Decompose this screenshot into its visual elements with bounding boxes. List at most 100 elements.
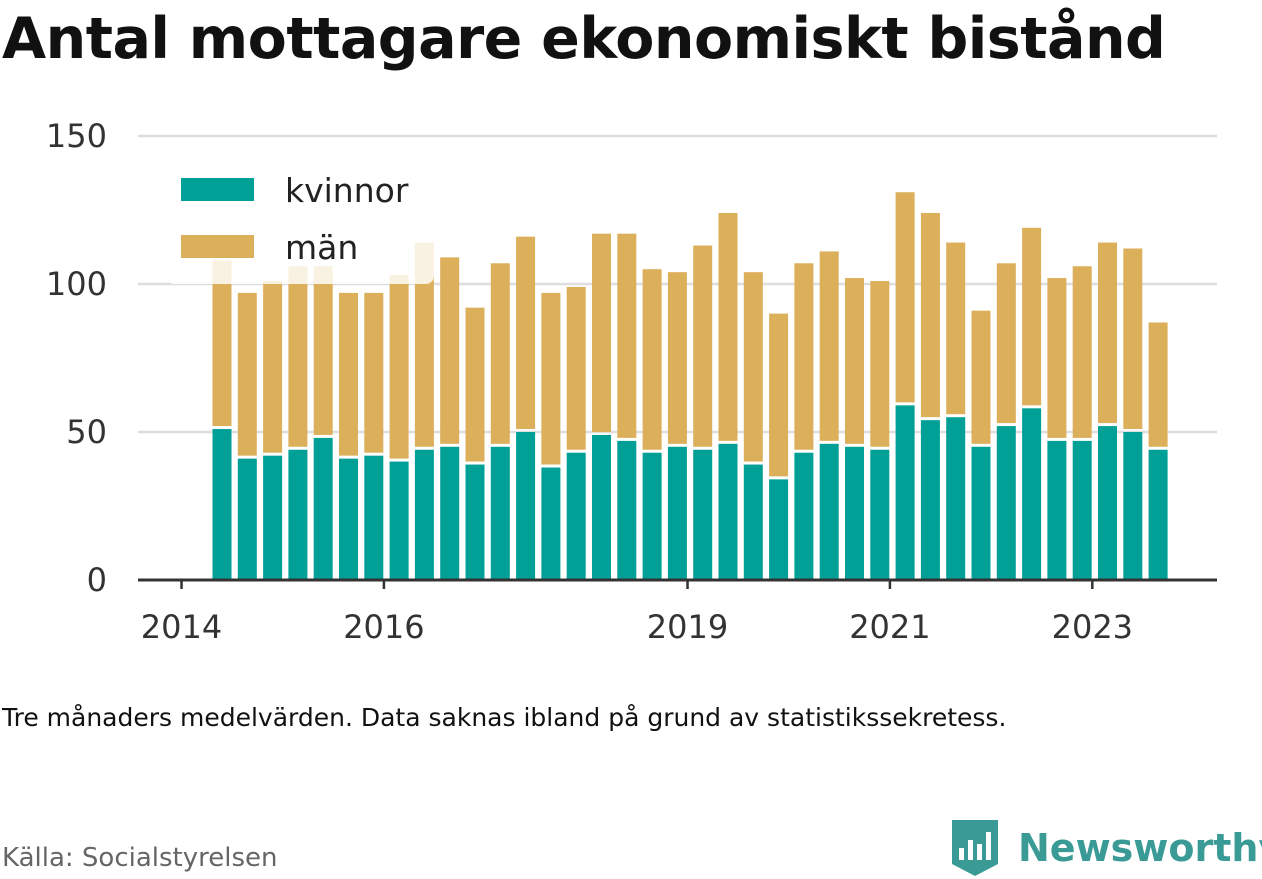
bar-kvinnor [845, 446, 864, 580]
bar-man [1148, 322, 1168, 447]
bar-kvinnor [946, 417, 966, 580]
bar-man [237, 292, 257, 456]
bar-kvinnor [996, 426, 1016, 580]
y-tick-label: 50 [66, 413, 107, 451]
legend: kvinnor män [166, 160, 434, 284]
bar-man [617, 233, 637, 438]
bar-kvinnor [1098, 426, 1117, 580]
bar-kvinnor [414, 449, 434, 580]
bar-kvinnor [769, 479, 789, 580]
y-tick-label: 100 [46, 265, 107, 303]
x-axis-tick-labels: 2014 2016 2019 2021 2023 [141, 608, 1133, 646]
bar-man [490, 263, 510, 444]
bar-man [870, 281, 890, 447]
bar-kvinnor [1123, 432, 1143, 580]
legend-swatch [181, 178, 254, 201]
bar-man [743, 272, 763, 462]
bar-man [946, 242, 966, 415]
bar-man [440, 257, 460, 444]
bar-kvinnor [212, 429, 232, 580]
bar-man [313, 266, 333, 435]
bar-kvinnor [617, 440, 637, 580]
bar-kvinnor [592, 434, 611, 580]
bar-kvinnor [440, 446, 460, 580]
bar-kvinnor [794, 452, 814, 580]
newsworthy-logo-icon [952, 820, 998, 876]
bar-kvinnor [667, 446, 687, 580]
bar-man [364, 292, 384, 453]
bar-kvinnor [490, 446, 510, 580]
bar-man [288, 266, 308, 447]
bar-kvinnor [1148, 449, 1168, 580]
stacked-bar-chart: 0 50 100 150 2014 2016 2019 2021 2023 kvinnor mä… [46, 117, 1217, 646]
x-axis [138, 578, 1217, 589]
bar-kvinnor [263, 455, 283, 580]
bar-man [794, 263, 814, 450]
bar-man [263, 281, 283, 453]
bar-kvinnor [743, 464, 763, 580]
page-title: Antal mottagare ekonomiskt bistånd [2, 6, 1166, 72]
bar-man [845, 278, 864, 444]
bar-man [465, 307, 485, 462]
bars [212, 192, 1168, 580]
bar-man [339, 292, 358, 456]
brand-name: Newsworthy [1018, 826, 1262, 870]
bar-kvinnor [1072, 440, 1092, 580]
x-tick-label: 2014 [141, 608, 222, 646]
bar-man [592, 233, 611, 432]
bar-kvinnor [364, 455, 384, 580]
bar-man [389, 275, 409, 459]
legend-label: kvinnor [285, 171, 409, 210]
bar-man [819, 251, 839, 441]
bar-kvinnor [237, 458, 257, 580]
bar-kvinnor [693, 449, 713, 580]
y-axis-tick-labels: 0 50 100 150 [46, 117, 107, 599]
bar-man [693, 245, 713, 447]
bar-kvinnor [465, 464, 485, 580]
bar-man [212, 260, 232, 427]
bar-kvinnor [516, 432, 536, 580]
legend-swatch [181, 235, 254, 258]
bar-man [895, 192, 915, 403]
bar-kvinnor [389, 461, 409, 580]
bar-man [642, 269, 662, 450]
bar-man [667, 272, 687, 444]
x-tick-label: 2019 [647, 608, 728, 646]
bar-man [1098, 242, 1117, 424]
bar-kvinnor [920, 420, 940, 580]
bar-kvinnor [288, 449, 308, 580]
bar-man [718, 212, 738, 441]
bar-man [516, 236, 536, 429]
source-text: Källa: Socialstyrelsen [2, 843, 278, 873]
bar-kvinnor [541, 467, 561, 580]
bar-man [1123, 248, 1143, 429]
bar-man [1072, 266, 1092, 438]
x-tick-label: 2023 [1052, 608, 1133, 646]
y-tick-label: 150 [46, 117, 107, 155]
bar-kvinnor [1047, 440, 1067, 580]
bar-kvinnor [895, 405, 915, 580]
bar-man [566, 286, 586, 450]
bar-kvinnor [566, 452, 586, 580]
y-tick-label: 0 [87, 561, 107, 599]
bar-man [414, 242, 434, 447]
x-tick-label: 2021 [849, 608, 930, 646]
bar-man [1047, 278, 1067, 438]
bar-man [541, 292, 561, 465]
x-tick-label: 2016 [343, 608, 424, 646]
bar-kvinnor [718, 443, 738, 580]
bar-kvinnor [819, 443, 839, 580]
bar-man [1022, 227, 1042, 406]
bar-kvinnor [870, 449, 890, 580]
bar-kvinnor [339, 458, 358, 580]
bar-man [920, 212, 940, 418]
legend-label: män [285, 228, 358, 267]
brand-logo: Newsworthy [950, 818, 1262, 878]
bar-kvinnor [1022, 408, 1042, 580]
bar-kvinnor [642, 452, 662, 580]
bar-kvinnor [313, 437, 333, 580]
bar-kvinnor [971, 446, 991, 580]
bar-man [996, 263, 1016, 424]
chart-note: Tre månaders medelvärden. Data saknas ib… [2, 703, 1007, 732]
bar-man [769, 313, 789, 477]
